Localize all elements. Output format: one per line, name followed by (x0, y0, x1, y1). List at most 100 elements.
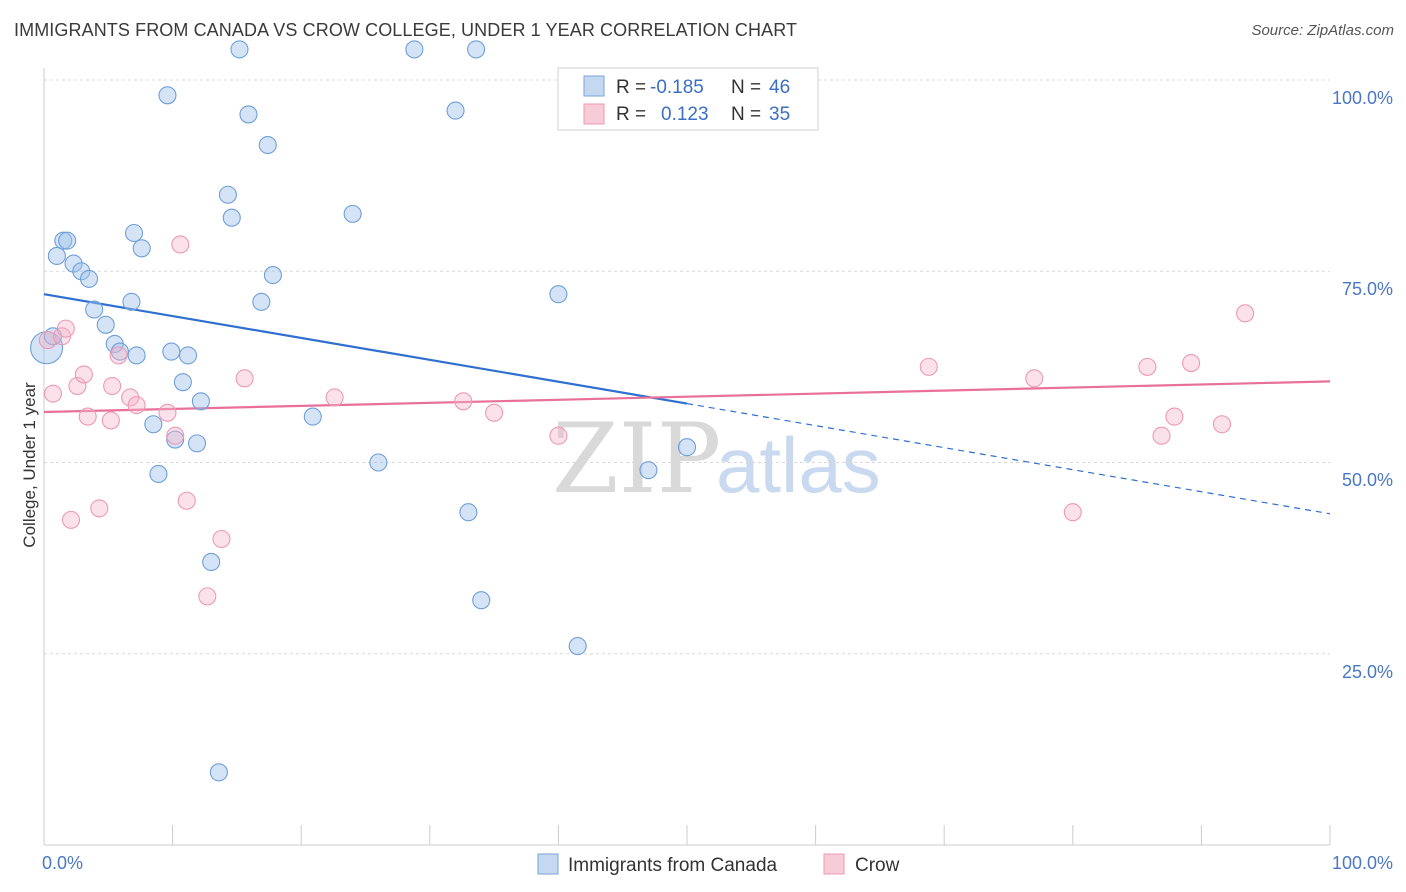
point-crow-14 (158, 403, 177, 422)
point-immigrants-41 (549, 285, 568, 304)
point-crow-33 (1212, 415, 1232, 434)
chart-title: IMMIGRANTS FROM CANADA VS CROW COLLEGE, … (14, 20, 798, 40)
point-crow-4 (61, 510, 81, 529)
point-immigrants-7 (85, 300, 104, 319)
x-tick-label-0: 0.0% (42, 853, 83, 873)
bottom-legend-label-2: Crow (855, 855, 900, 876)
y-tick-label-100: 100.0% (1332, 88, 1393, 108)
point-immigrants-17 (158, 86, 177, 105)
point-crow-10 (103, 376, 122, 396)
point-immigrants-18 (162, 342, 181, 361)
legend-swatch-blue (583, 75, 605, 97)
point-crow-17 (177, 491, 196, 510)
point-immigrants-2 (54, 231, 73, 250)
point-immigrants-8 (96, 315, 115, 334)
point-immigrants-37 (446, 101, 465, 120)
point-immigrants-36 (405, 40, 424, 59)
point-crow-12 (121, 388, 140, 407)
point-immigrants-12 (124, 223, 144, 243)
point-immigrants-22 (187, 434, 207, 453)
point-crow-3 (56, 319, 75, 338)
series-legend: Immigrants from Canada Crow (537, 853, 900, 876)
y-tick-label-75: 75.0% (1342, 279, 1393, 299)
point-immigrants-33 (303, 407, 322, 426)
point-immigrants-39 (467, 40, 486, 59)
point-crow-30 (1152, 426, 1171, 445)
point-crow-0 (38, 331, 57, 350)
point-crow-26 (919, 357, 938, 376)
point-immigrants-24 (202, 552, 221, 572)
point-immigrants-13 (132, 239, 151, 258)
point-immigrants-6 (79, 269, 99, 288)
legend-n-label-1: N = (731, 77, 761, 98)
watermark-atlas: atlas (716, 421, 881, 509)
point-immigrants-44 (677, 438, 697, 457)
point-crow-22 (454, 392, 473, 411)
legend-r-label-1: R = (616, 77, 646, 98)
legend-n-label-2: N = (731, 104, 761, 125)
legend-r-label-2: R = (616, 104, 646, 125)
trend-line-immigrants-dashed (686, 403, 1331, 515)
point-crow-29 (1138, 357, 1157, 376)
point-immigrants-16 (149, 464, 168, 484)
point-crow-24 (549, 426, 568, 445)
point-crow-11 (109, 346, 128, 365)
point-immigrants-25 (209, 763, 228, 782)
legend-swatch-pink (583, 103, 605, 125)
point-immigrants-1 (47, 246, 66, 265)
y-axis-title: College, Under 1 year (20, 382, 39, 548)
bottom-legend-label-1: Immigrants from Canada (568, 855, 778, 876)
point-immigrants-14 (127, 346, 146, 365)
point-immigrants-29 (239, 105, 258, 124)
trend-line-crow (43, 380, 1331, 414)
point-crow-28 (1063, 503, 1082, 522)
legend-n-value-1: 46 (769, 77, 790, 98)
bottom-legend-swatch-pink (823, 853, 845, 875)
point-crow-8 (90, 499, 109, 518)
gridlines (44, 79, 1330, 655)
point-immigrants-28 (230, 40, 249, 59)
point-immigrants-5 (72, 262, 91, 281)
point-crow-27 (1025, 369, 1044, 388)
point-crow-34 (1236, 304, 1255, 323)
data-points (30, 40, 1255, 782)
point-immigrants-26 (218, 185, 237, 204)
point-immigrants-23 (191, 392, 210, 411)
point-crow-1 (43, 384, 63, 403)
legend-n-value-2: 35 (769, 104, 790, 125)
point-immigrants-21 (178, 346, 198, 365)
point-immigrants-4 (64, 254, 83, 273)
point-immigrants-32 (263, 266, 282, 285)
stats-legend: R = -0.185 N = 46 R = 0.123 N = 35 (557, 67, 819, 131)
legend-r-value-1: -0.185 (650, 77, 704, 98)
point-immigrants-19 (166, 430, 185, 449)
point-immigrants-42 (568, 637, 587, 656)
point-crow-21 (325, 388, 344, 407)
bottom-legend-swatch-blue (537, 853, 559, 875)
legend-r-value-2: 0.123 (661, 104, 709, 125)
point-immigrants-20 (173, 373, 192, 392)
point-immigrants-43 (639, 461, 658, 480)
point-crow-31 (1165, 407, 1184, 426)
point-crow-13 (127, 396, 146, 415)
x-tick-label-100: 100.0% (1332, 853, 1393, 873)
y-tick-label-50: 50.0% (1342, 470, 1393, 490)
point-immigrants-35 (369, 453, 388, 472)
point-immigrants-31 (258, 135, 277, 155)
trend-line-immigrants-solid (43, 293, 688, 405)
point-crow-19 (212, 529, 231, 549)
point-crow-16 (171, 235, 190, 254)
axes (43, 68, 1331, 846)
point-crow-23 (485, 403, 504, 422)
point-crow-32 (1182, 353, 1201, 373)
point-immigrants-38 (459, 503, 478, 522)
point-immigrants-40 (472, 591, 491, 610)
point-crow-15 (166, 426, 185, 445)
point-immigrants-30 (252, 292, 271, 311)
point-crow-5 (68, 376, 87, 396)
point-crow-6 (74, 365, 93, 384)
chart-source: Source: ZipAtlas.com (1251, 22, 1394, 39)
point-immigrants-27 (222, 208, 241, 227)
trend-lines (43, 293, 1331, 515)
